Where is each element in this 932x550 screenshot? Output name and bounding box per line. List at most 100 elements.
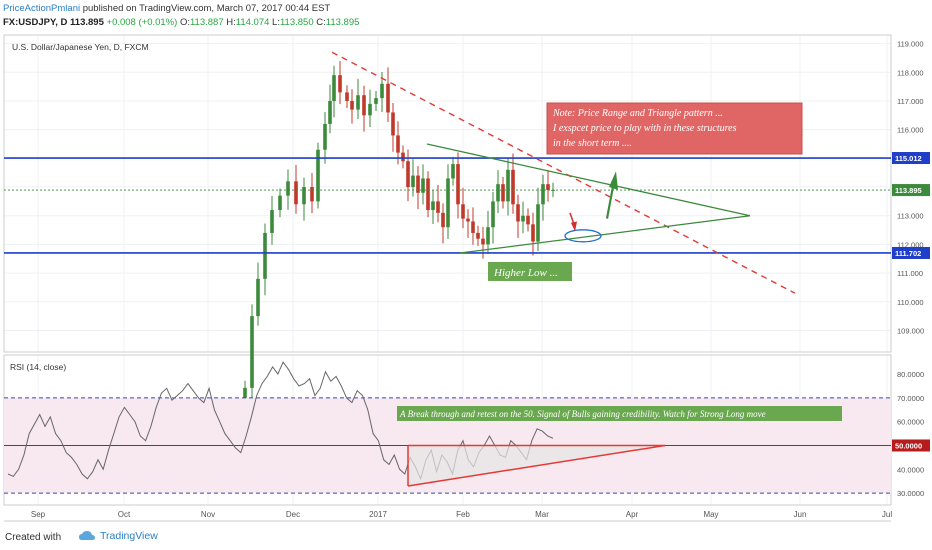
- rsi-pane: A Break through and retest on the 50. Si…: [4, 361, 891, 494]
- candle-body: [356, 95, 360, 110]
- y-tick-label: 116.000: [897, 126, 924, 135]
- candle-body: [536, 204, 540, 242]
- last-price: 113.895: [70, 17, 104, 28]
- rsi-50-label-box: [892, 439, 930, 452]
- candle-body: [270, 209, 274, 233]
- candle-body: [466, 218, 470, 222]
- note-text: I exspcet price to play with in these st…: [552, 123, 737, 134]
- candle-body: [486, 227, 490, 245]
- candle-body: [350, 100, 354, 110]
- candle-body: [411, 175, 415, 188]
- x-tick-label: Apr: [626, 510, 639, 519]
- high-label: H:: [226, 17, 236, 28]
- candle-body: [521, 215, 525, 222]
- candle-body: [461, 204, 465, 219]
- x-tick-label: Sep: [31, 510, 46, 519]
- close-value: 113.895: [325, 17, 360, 28]
- candles: [243, 61, 555, 418]
- x-tick-label: Nov: [201, 510, 215, 519]
- y-tick-label: 111.000: [897, 269, 923, 278]
- candle-body: [250, 316, 254, 388]
- candle-body: [294, 181, 298, 205]
- candle-body: [328, 100, 332, 124]
- candle-body: [310, 187, 314, 202]
- rsi-title: RSI (14, close): [10, 362, 66, 372]
- rsi-triangle-upper: [407, 444, 666, 487]
- candle-body: [541, 184, 545, 205]
- higher-low-text: Higher Low ...: [493, 267, 558, 279]
- symbol-bar: FX:USDJPY, D 113.895 +0.008 (+0.01%) O: 1…: [3, 17, 359, 28]
- candle-body: [374, 98, 378, 104]
- y-tick-label: 118.000: [897, 68, 924, 77]
- candle-body: [471, 221, 475, 233]
- rsi-note-text: A Break through and retest on the 50. Si…: [399, 409, 766, 419]
- price-label-box: [892, 246, 930, 259]
- down-arrow-head: [571, 221, 577, 232]
- candle-body: [431, 201, 435, 210]
- up-arrow-head: [609, 171, 618, 190]
- x-tick-label: 2017: [369, 510, 387, 519]
- candle-body: [278, 195, 282, 210]
- high-value: 114.074: [235, 17, 270, 28]
- candle-body: [368, 103, 372, 116]
- rsi-tick-label: 70.0000: [897, 394, 924, 403]
- candle-body: [401, 152, 405, 162]
- rsi-tick-label: 60.0000: [897, 418, 924, 427]
- candle-body: [436, 201, 440, 213]
- y-tick-label: 113.000: [897, 212, 924, 221]
- open-label: O:: [179, 17, 190, 28]
- candle-body: [496, 184, 500, 202]
- price-pane-border: [3, 34, 892, 353]
- note-text: Note: Price Range and Triangle pattern .…: [552, 108, 723, 119]
- triangle-lower: [459, 215, 751, 254]
- candle-body: [316, 149, 320, 202]
- created-with-text: Created with: [5, 532, 62, 543]
- note-box: [546, 102, 803, 155]
- candle-body: [256, 278, 260, 317]
- tradingview-brand: TradingView: [100, 530, 158, 542]
- y-tick-label: 110.000: [897, 298, 924, 307]
- x-tick-label: Feb: [456, 510, 470, 519]
- cloud-icon: [79, 531, 95, 540]
- axis-labels: Sep Oct Nov Dec 2017 Feb Mar Apr May Jun Jul 109.00…: [10, 40, 930, 519]
- candle-body: [526, 215, 530, 225]
- descending-trendline: [331, 51, 796, 294]
- price-label-text: 115.012: [895, 154, 922, 163]
- candle-body: [546, 184, 550, 190]
- candle-body: [426, 178, 430, 210]
- low-label: L:: [272, 17, 280, 28]
- candle-body: [332, 75, 336, 101]
- price-label-text: 113.895: [895, 186, 922, 195]
- rsi-line: [7, 361, 554, 481]
- author-link[interactable]: PriceActionPmlani: [3, 3, 81, 14]
- low-value: 113.850: [279, 17, 314, 28]
- candle-body: [286, 181, 290, 196]
- price-change: +0.008 (+0.01%): [106, 17, 178, 28]
- note-text: in the short term ....: [553, 138, 632, 149]
- tradingview-logo[interactable]: TradingView: [78, 530, 158, 542]
- candle-body: [416, 175, 420, 193]
- chart-canvas[interactable]: A Break through and retest on the 50. Si…: [0, 0, 932, 526]
- close-label: C:: [316, 17, 326, 28]
- rsi-tick-label: 30.0000: [897, 489, 924, 498]
- chart-title: U.S. Dollar/Japanese Yen, D, FXCM: [12, 42, 149, 52]
- x-tick-label: Dec: [286, 510, 300, 519]
- rsi-note-box: [397, 406, 842, 421]
- publish-info: PriceActionPmlani published on TradingVi…: [3, 3, 330, 14]
- candle-body: [391, 112, 395, 136]
- candle-body: [456, 164, 460, 205]
- candle-body: [511, 169, 515, 205]
- candle-body: [421, 178, 425, 193]
- retest-ellipse: [564, 229, 602, 243]
- candle-body: [396, 135, 400, 153]
- symbol[interactable]: FX:USDJPY, D: [3, 17, 68, 28]
- candle-body: [386, 83, 390, 113]
- x-tick-label: Mar: [535, 510, 549, 519]
- candle-body: [263, 232, 267, 279]
- candle-body: [506, 169, 510, 202]
- drawings: Note: Price Range and Triangle pattern .…: [4, 51, 891, 294]
- published-text: published on TradingView.com, March 07, …: [82, 3, 331, 14]
- x-tick-label: May: [703, 510, 718, 519]
- candle-body: [380, 83, 384, 99]
- candle-body: [481, 238, 485, 245]
